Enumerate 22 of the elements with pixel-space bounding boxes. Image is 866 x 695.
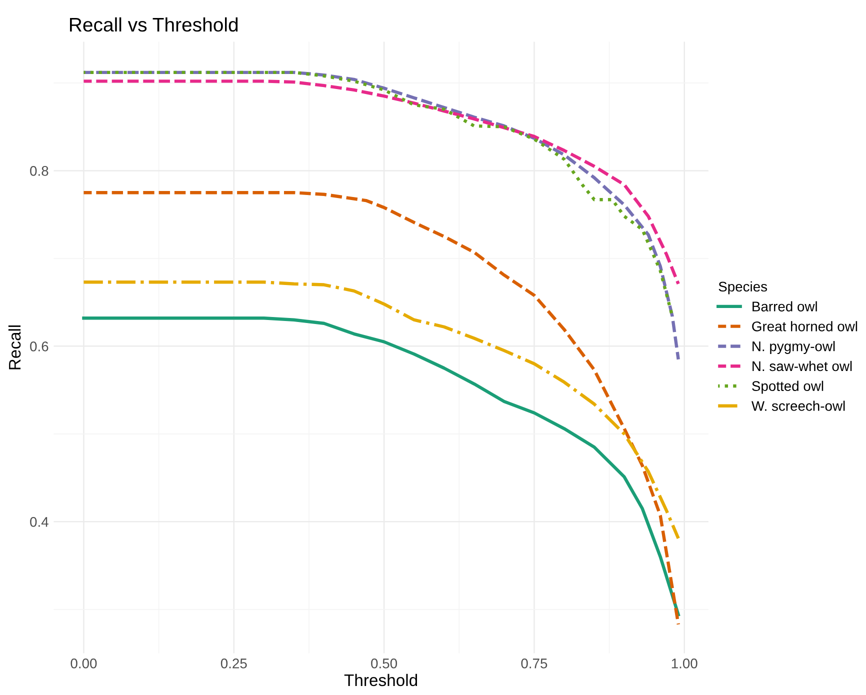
x-tick-label: 0.25 xyxy=(220,658,247,668)
chart-title: Recall vs Threshold xyxy=(70,17,238,32)
line-series xyxy=(82,280,680,540)
legend-title: Species xyxy=(718,281,768,294)
y-tick-label: 0.4 xyxy=(30,517,48,527)
line-series xyxy=(82,80,680,286)
x-tick-label: 0.50 xyxy=(371,658,398,668)
x-tick-label: 0.00 xyxy=(70,658,97,668)
y-tick-label: 0.6 xyxy=(30,342,48,352)
line-series xyxy=(82,191,680,626)
legend-label: W. screech-owl xyxy=(752,400,845,411)
legend-label: N. pygmy-owl xyxy=(752,341,835,354)
line-series xyxy=(82,316,680,616)
legend-label: Great horned owl xyxy=(752,321,858,332)
legend-label: N. saw-whet owl xyxy=(752,360,852,372)
legend-label: Barred owl xyxy=(752,301,817,312)
y-tick-label: 0.8 xyxy=(30,166,48,176)
x-tick-label: 0.75 xyxy=(521,658,548,668)
x-tick-label: 1.00 xyxy=(672,658,698,668)
x-axis-title: Threshold xyxy=(344,674,418,686)
legend-label: Spotted owl xyxy=(752,380,824,394)
y-axis-title: Recall xyxy=(8,325,21,370)
